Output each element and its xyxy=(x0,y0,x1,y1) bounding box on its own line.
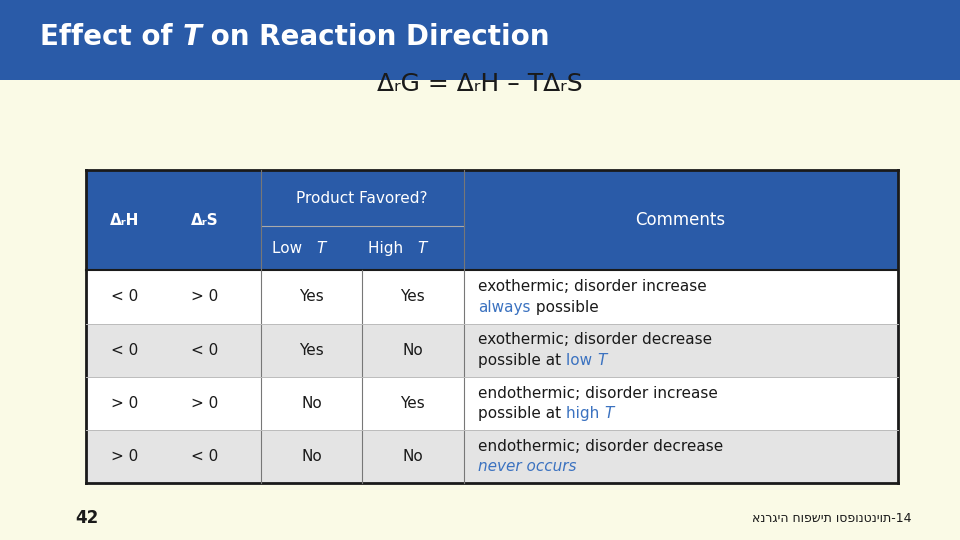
Text: T: T xyxy=(597,353,607,368)
Text: Comments: Comments xyxy=(636,211,726,229)
Text: endothermic; disorder decrease: endothermic; disorder decrease xyxy=(478,439,723,454)
Text: Product Favored?: Product Favored? xyxy=(297,191,428,206)
Text: Yes: Yes xyxy=(400,289,425,305)
Text: No: No xyxy=(402,343,423,357)
Text: possible: possible xyxy=(531,300,598,315)
Text: never occurs: never occurs xyxy=(478,460,577,475)
Text: T: T xyxy=(604,406,613,421)
Bar xyxy=(86,323,898,377)
Text: > 0: > 0 xyxy=(111,449,138,464)
Bar xyxy=(86,430,898,483)
Text: No: No xyxy=(301,449,322,464)
Text: < 0: < 0 xyxy=(191,449,219,464)
Text: < 0: < 0 xyxy=(111,289,138,305)
Text: < 0: < 0 xyxy=(111,343,138,357)
Text: No: No xyxy=(402,449,423,464)
Text: T: T xyxy=(418,241,427,256)
Text: exothermic; disorder decrease: exothermic; disorder decrease xyxy=(478,333,712,347)
Bar xyxy=(261,170,464,226)
Text: No: No xyxy=(301,396,322,411)
Text: ΔᵣH: ΔᵣH xyxy=(110,213,139,228)
Text: Effect of: Effect of xyxy=(40,23,182,51)
Text: high: high xyxy=(566,406,604,421)
Bar xyxy=(86,170,261,271)
Bar xyxy=(261,226,464,271)
Text: T: T xyxy=(182,23,202,51)
Text: Low: Low xyxy=(272,241,306,256)
Text: < 0: < 0 xyxy=(191,343,219,357)
Text: High: High xyxy=(368,241,408,256)
Text: 42: 42 xyxy=(75,509,98,528)
Bar xyxy=(86,377,898,430)
Text: > 0: > 0 xyxy=(191,289,219,305)
Text: low: low xyxy=(566,353,597,368)
Text: > 0: > 0 xyxy=(111,396,138,411)
Bar xyxy=(86,271,898,323)
Text: > 0: > 0 xyxy=(191,396,219,411)
Text: Yes: Yes xyxy=(300,343,324,357)
Text: Yes: Yes xyxy=(300,289,324,305)
Text: on Reaction Direction: on Reaction Direction xyxy=(202,23,550,51)
Text: exothermic; disorder increase: exothermic; disorder increase xyxy=(478,279,707,294)
Text: T: T xyxy=(316,241,325,256)
Text: possible at: possible at xyxy=(478,406,566,421)
Text: possible at: possible at xyxy=(478,353,566,368)
Text: Yes: Yes xyxy=(400,396,425,411)
Bar xyxy=(464,170,898,271)
Text: ΔᵣS: ΔᵣS xyxy=(191,213,219,228)
Text: ΔᵣG = ΔᵣH – TΔᵣS: ΔᵣG = ΔᵣH – TΔᵣS xyxy=(377,72,583,96)
Bar xyxy=(0,0,960,80)
Text: אנרגיה חופשית וספונטניות-14: אנרגיה חופשית וספונטניות-14 xyxy=(753,512,912,525)
Text: always: always xyxy=(478,300,531,315)
Text: endothermic; disorder increase: endothermic; disorder increase xyxy=(478,386,718,401)
